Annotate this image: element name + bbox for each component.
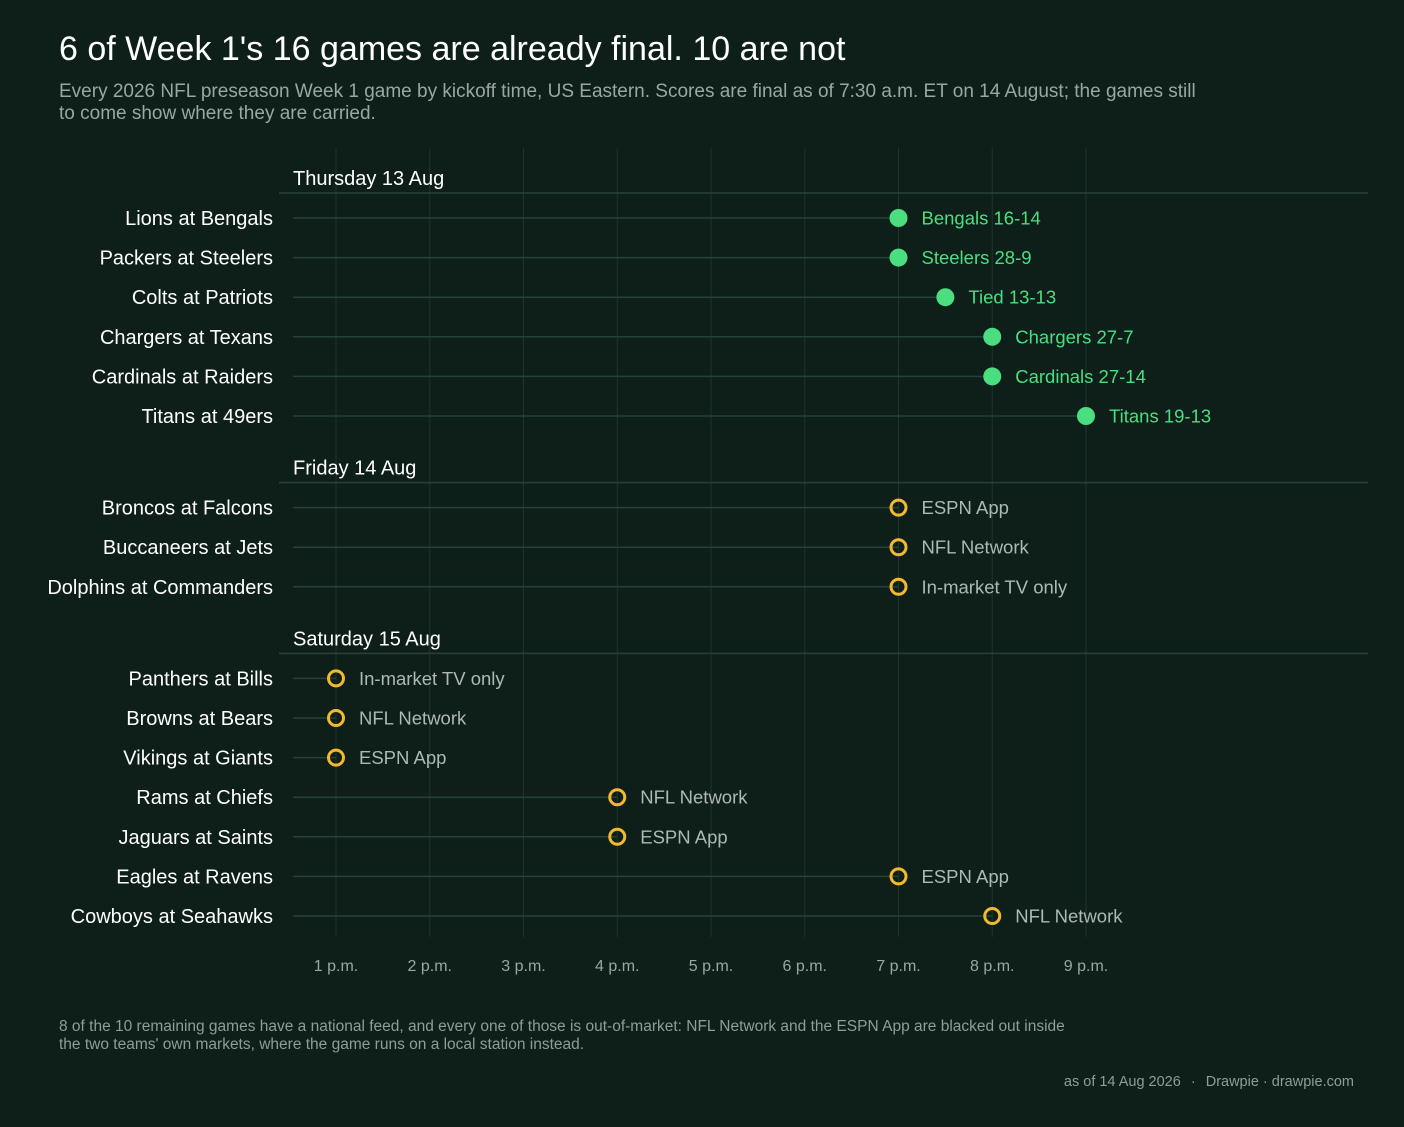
matchup-label: Eagles at Ravens (116, 866, 273, 888)
matchup-label: Broncos at Falcons (102, 498, 273, 520)
broadcast-label: ESPN App (640, 826, 727, 847)
x-tick-label: 6 p.m. (783, 958, 827, 975)
final-score-label: Cardinals 27-14 (1015, 366, 1146, 387)
matchup-label: Cardinals at Raiders (92, 366, 273, 388)
credit-date: as of 14 Aug 2026 (1063, 1074, 1181, 1090)
final-score-label: Steelers 28-9 (922, 247, 1032, 268)
upcoming-game-point (889, 538, 908, 557)
broadcast-label: NFL Network (359, 708, 467, 729)
matchup-label: Chargers at Texans (100, 327, 273, 349)
credit-separator: · (1190, 1074, 1196, 1090)
matchup-label: Rams at Chiefs (136, 787, 273, 809)
broadcast-label: ESPN App (922, 497, 1009, 518)
upcoming-game-point (327, 669, 345, 688)
final-score-label: Bengals 16-14 (922, 208, 1041, 229)
upcoming-game-point (889, 498, 908, 517)
matchup-label: Packers at Steelers (100, 248, 273, 270)
broadcast-label: ESPN App (922, 866, 1009, 887)
broadcast-label: NFL Network (1015, 906, 1123, 927)
day-header: Saturday 15 Aug (293, 628, 441, 650)
final-score-label: Titans 19-13 (1109, 406, 1211, 427)
final-score-point (889, 209, 908, 227)
footnote: 8 of the 10 remaining games have a natio… (59, 1018, 1065, 1053)
final-score-point (1077, 407, 1095, 425)
broadcast-label: In-market TV only (359, 668, 505, 689)
broadcast-label: NFL Network (640, 787, 748, 808)
chart-subtitle: Every 2026 NFL preseason Week 1 game by … (59, 81, 1196, 124)
upcoming-game-point (608, 827, 627, 846)
upcoming-game-point (608, 788, 627, 807)
day-header: Friday 14 Aug (293, 458, 416, 480)
matchup-label: Jaguars at Saints (118, 827, 273, 849)
matchup-label: Titans at 49ers (141, 406, 273, 428)
upcoming-game-point (327, 709, 345, 727)
upcoming-game-point (983, 907, 1002, 925)
x-tick-label: 7 p.m. (876, 958, 920, 975)
final-score-point (983, 327, 1002, 346)
final-score-label: Chargers 27-7 (1015, 326, 1133, 347)
matchup-label: Panthers at Bills (128, 668, 273, 690)
x-tick-label: 9 p.m. (1064, 958, 1108, 975)
x-tick-label: 2 p.m. (408, 958, 452, 975)
final-score-point (983, 367, 1002, 386)
upcoming-game-point (889, 577, 908, 596)
broadcast-label: ESPN App (359, 747, 446, 768)
chart-title: 6 of Week 1's 16 games are already final… (59, 30, 846, 68)
credit-line: as of 14 Aug 2026 · Drawpie · drawpie.co… (1064, 1074, 1354, 1090)
matchup-label: Vikings at Giants (123, 748, 273, 770)
credit-source: Drawpie · drawpie.com (1205, 1074, 1354, 1090)
matchup-label: Colts at Patriots (132, 287, 273, 309)
x-tick-label: 8 p.m. (970, 958, 1014, 975)
final-score-point (889, 248, 908, 267)
final-score-point (936, 288, 955, 307)
x-tick-label: 4 p.m. (595, 958, 639, 975)
broadcast-label: In-market TV only (922, 576, 1068, 597)
matchup-label: Browns at Bears (126, 708, 273, 730)
broadcast-label: NFL Network (922, 537, 1030, 558)
day-header: Thursday 13 Aug (293, 168, 444, 190)
matchup-label: Buccaneers at Jets (103, 537, 273, 559)
upcoming-game-point (327, 748, 345, 767)
x-tick-label: 1 p.m. (314, 958, 358, 975)
chart-plot: 1 p.m. 2 p.m. 3 p.m. 4 p.m. 5 p.m. 6 p.m. 7 p.… (47, 148, 1368, 975)
final-score-label: Tied 13-13 (968, 287, 1056, 308)
x-tick-label: 5 p.m. (689, 958, 733, 975)
matchup-label: Cowboys at Seahawks (71, 906, 273, 928)
matchup-label: Dolphins at Commanders (47, 577, 273, 599)
matchup-label: Lions at Bengals (125, 208, 273, 230)
x-tick-label: 3 p.m. (501, 958, 545, 975)
upcoming-game-point (889, 867, 908, 886)
